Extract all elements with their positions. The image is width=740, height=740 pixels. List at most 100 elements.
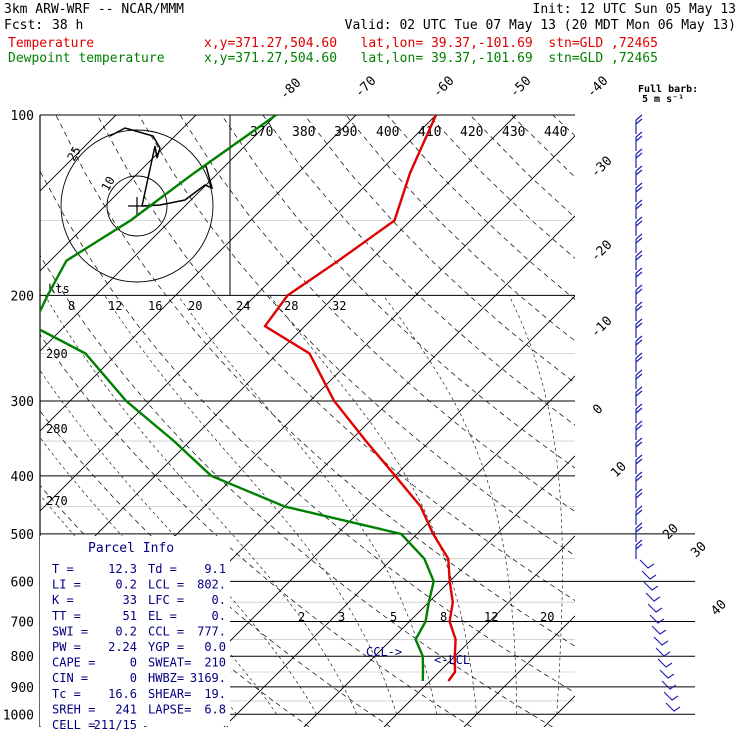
parcel-info-panel: Parcel Info T = 12.3 Td = 9.1 LI = 0.2 LCL = 802…: [40, 536, 230, 732]
speed-label: 28: [284, 299, 298, 313]
wind-barb-low: [655, 647, 671, 657]
wind-barb: [635, 250, 643, 270]
pressure-label-700: 700: [11, 615, 34, 630]
dry-adiabat-370: [262, 115, 575, 426]
isotherm-label: 40: [708, 597, 730, 619]
isotherm--10: [223, 375, 575, 727]
parcel-info-label: CIN =: [52, 671, 88, 685]
isotherm-label: 20: [660, 521, 682, 543]
isotherm--70: [40, 115, 357, 432]
parcel-info-value: 6.8: [204, 702, 226, 716]
parcel-info-label: HWBZ=: [148, 671, 184, 685]
parcel-info-value: 0.2: [115, 624, 137, 638]
parcel-info-value: 3169.: [190, 671, 226, 685]
wind-barb-low: [649, 614, 665, 624]
pressure-label-100: 100: [11, 109, 34, 124]
parcel-info-value: 211/15: [94, 718, 137, 732]
wind-barb: [635, 318, 643, 338]
parcel-info-value: 19.: [204, 687, 226, 701]
isotherm-0: [303, 455, 575, 727]
dry-adiabat-360: [221, 115, 575, 469]
pressure-label-300: 300: [11, 395, 34, 410]
parcel-info-label: Tc =: [52, 687, 81, 701]
barb-legend-title: Full barb:: [638, 84, 699, 95]
wind-barb: [635, 488, 643, 508]
isotherm-10: [383, 535, 575, 727]
parcel-info-label: PW =: [52, 640, 81, 654]
dry-adiabat-340: [138, 115, 575, 557]
dry-adiabat-310: [40, 170, 575, 694]
wind-barb-low: [645, 592, 661, 602]
theta-e-label: 390: [334, 125, 357, 140]
parcel-info-value: 0: [130, 656, 137, 670]
isotherm--80: [40, 115, 277, 352]
dry-adiabat-430: [511, 115, 575, 178]
wind-barb: [635, 284, 643, 304]
wind-barb: [635, 335, 643, 355]
parcel-info-value: 2.24: [108, 640, 137, 654]
parcel-info-label: K =: [52, 593, 74, 607]
wind-barb-low: [659, 669, 675, 679]
barb-legend-unit: 5 m s⁻¹: [642, 94, 685, 105]
theta-e-label: 430: [502, 125, 525, 140]
dry-adiabat-420: [469, 115, 575, 218]
parcel-info-value: 0.2: [115, 578, 137, 592]
hodograph-ring-inner: [106, 175, 168, 237]
parcel-info-value: 802.: [197, 578, 226, 592]
wind-barb: [635, 437, 643, 457]
hodograph-ring-outer: [60, 129, 214, 283]
parcel-info-label: YGP =: [148, 640, 184, 654]
speed-label: 20: [188, 299, 202, 313]
wind-barb: [635, 131, 643, 151]
isotherm-20: [463, 615, 575, 727]
moist-adiabat-40: [637, 295, 711, 714]
isotherm--110: [0, 115, 36, 727]
isotherm-label: 10: [608, 459, 630, 481]
isotherm-label: -70: [352, 74, 379, 101]
speed-label: 16: [148, 299, 162, 313]
hodograph-trace-upper: [109, 127, 161, 207]
dry-adiabat-390: [345, 115, 575, 342]
parcel-info-value: 51: [123, 609, 137, 623]
wind-barb-low: [657, 658, 673, 668]
wind-barb-low: [663, 691, 679, 701]
isotherm-label: 0: [590, 402, 606, 418]
parcel-info-title: Parcel Info: [88, 541, 174, 556]
dewpoint-legend-label: Dewpoint temperature: [8, 51, 165, 66]
wind-barb: [635, 369, 643, 389]
parcel-info-label: SWEAT=: [148, 656, 191, 670]
moist-adiabat-25: [382, 295, 517, 715]
parcel-info-label: TT =: [52, 609, 81, 623]
isotherm-label: -50: [507, 74, 534, 101]
ccl-annotation: CCL->: [366, 645, 402, 659]
wind-barb: [635, 471, 643, 491]
wind-barb: [635, 216, 643, 236]
wind-barb: [635, 148, 643, 168]
parcel-info-value: 0.: [212, 609, 226, 623]
mixing-ratio-label: 5: [390, 610, 397, 624]
parcel-info-value: 12.3: [108, 562, 137, 576]
moist-adiabat-35: [597, 295, 627, 714]
isotherm-label: -40: [584, 74, 611, 101]
parcel-info-value: 241: [115, 702, 137, 716]
wind-barb: [635, 182, 643, 202]
init-time: Init: 12 UTC Sun 05 May 13: [532, 2, 737, 17]
parcel-info-label: LAPSE=: [148, 702, 191, 716]
parcel-info-label: EL =: [148, 609, 177, 623]
temperature-location-info: x,y=371.27,504.60 lat,lon= 39.37,-101.69…: [204, 36, 658, 51]
lcl-annotation: <-LCL: [434, 653, 470, 667]
temperature-profile-line: [263, 115, 457, 682]
isotherm--90: [40, 115, 197, 272]
wind-barb: [635, 539, 643, 559]
dewpoint-profile-line: [40, 115, 435, 682]
isotherm-label: -60: [430, 74, 457, 101]
isotherm-30: [543, 695, 575, 727]
mixing-ratio-label: 12: [484, 610, 498, 624]
wind-barb-low: [647, 603, 663, 613]
temperature-legend-label: Temperature: [8, 36, 95, 51]
dry-adiabat-380: [304, 115, 575, 384]
wind-barb: [635, 114, 643, 134]
moist-adiabat-0: [40, 369, 317, 715]
dry-adiabat-label: 290: [46, 347, 68, 361]
pressure-label-400: 400: [11, 470, 34, 485]
